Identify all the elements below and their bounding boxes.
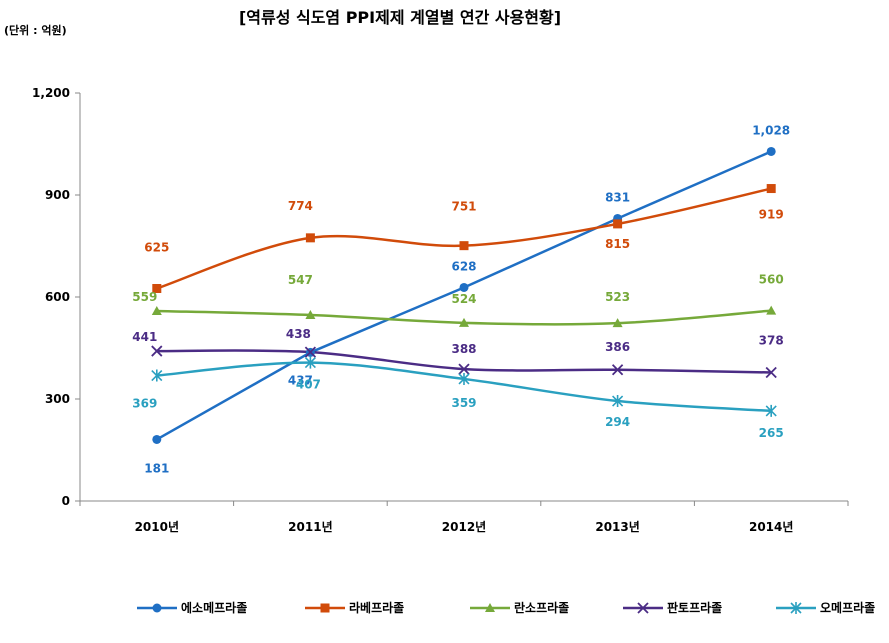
legend-marker [790, 602, 802, 614]
data-point-3 [151, 305, 162, 315]
data-point-2 [766, 184, 776, 194]
legend-label: 라베프라졸 [349, 600, 404, 615]
legend-marker [320, 603, 330, 613]
data-label: 831 [605, 190, 630, 204]
data-point-4 [611, 364, 624, 376]
data-label: 1,028 [752, 123, 790, 137]
data-label: 438 [286, 327, 311, 341]
data-label: 407 [296, 378, 321, 392]
data-label: 441 [132, 330, 157, 344]
data-point-4 [304, 346, 317, 358]
data-label: 386 [605, 340, 630, 354]
data-point-2 [613, 219, 623, 229]
data-label: 265 [759, 426, 784, 440]
data-point-3 [459, 317, 469, 327]
data-label: 294 [605, 415, 630, 429]
y-tick-label: 900 [45, 188, 70, 202]
data-label: 388 [451, 342, 476, 356]
y-tick-label: 0 [62, 494, 70, 508]
y-tick-label: 300 [45, 392, 70, 406]
data-point-2 [152, 284, 162, 293]
legend-marker [485, 603, 495, 612]
legend-label: 판토프라졸 [667, 600, 722, 615]
data-label: 181 [144, 461, 169, 475]
data-point-5 [765, 404, 777, 417]
data-label: 437 [288, 373, 313, 387]
legend-marker [152, 603, 162, 613]
x-tick-label: 2014년 [749, 520, 793, 534]
data-point-1 [459, 282, 469, 292]
data-label: 559 [132, 290, 157, 304]
data-point-1 [766, 146, 776, 156]
data-label: 560 [759, 273, 784, 287]
data-label: 547 [288, 273, 313, 287]
data-label: 625 [144, 241, 169, 255]
data-label: 359 [451, 396, 476, 410]
data-point-5 [612, 395, 624, 408]
y-tick-label: 1,200 [32, 86, 70, 100]
legend-label: 오메프라졸 [820, 600, 875, 615]
data-point-2 [305, 233, 315, 243]
y-tick-label: 600 [45, 290, 70, 304]
chart-title: [역류성 식도염 PPI제제 계열별 연간 사용현황] [238, 8, 562, 27]
data-point-4 [151, 345, 163, 357]
x-tick-label: 2013년 [595, 520, 639, 534]
data-point-4 [765, 366, 777, 379]
data-point-2 [459, 241, 469, 251]
data-label: 815 [605, 237, 630, 251]
data-point-3 [612, 318, 623, 328]
legend-label: 에소메프라졸 [181, 600, 247, 615]
x-tick-label: 2012년 [442, 520, 486, 534]
x-tick-label: 2011년 [288, 520, 332, 534]
legend-marker [637, 602, 649, 614]
data-point-3 [305, 310, 316, 320]
data-point-4 [458, 363, 470, 375]
data-label: 628 [451, 259, 476, 273]
data-label: 523 [605, 290, 630, 304]
data-point-5 [458, 372, 470, 385]
unit-note: (단위 : 억원) [4, 24, 67, 37]
data-label: 774 [288, 199, 313, 213]
data-point-1 [152, 434, 162, 444]
data-point-3 [766, 305, 777, 315]
data-label: 369 [132, 397, 157, 411]
data-label: 378 [759, 333, 784, 347]
x-tick-label: 2010년 [135, 520, 179, 534]
data-label: 524 [451, 292, 476, 306]
data-label: 751 [451, 200, 476, 214]
data-point-5 [151, 369, 163, 382]
data-point-5 [304, 356, 316, 369]
data-label: 919 [759, 208, 784, 222]
legend-label: 란소프라졸 [514, 600, 569, 615]
